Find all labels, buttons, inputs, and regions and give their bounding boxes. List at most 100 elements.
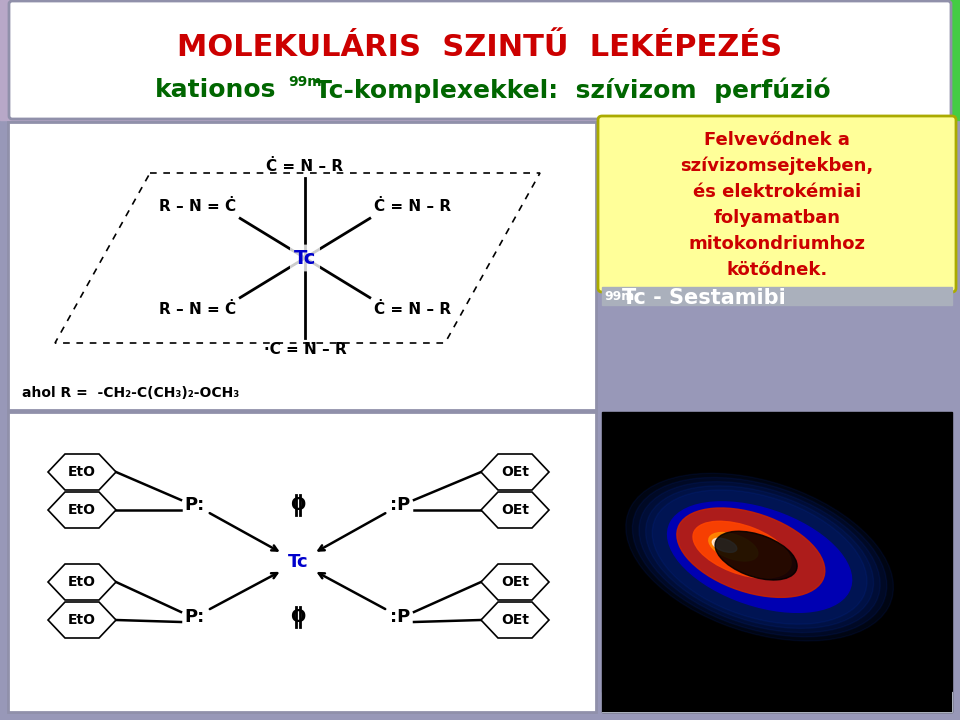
- Text: EtO: EtO: [68, 613, 96, 627]
- Ellipse shape: [698, 520, 822, 595]
- Ellipse shape: [684, 511, 835, 603]
- Ellipse shape: [748, 550, 771, 564]
- Ellipse shape: [713, 529, 805, 585]
- Bar: [602, 412, 952, 712]
- Ellipse shape: [672, 505, 847, 610]
- Ellipse shape: [739, 544, 780, 570]
- Text: R – Ṅ = Ċ: R – Ṅ = Ċ: [159, 302, 236, 317]
- Ellipse shape: [755, 554, 764, 560]
- Ellipse shape: [682, 510, 838, 604]
- Text: 99m: 99m: [604, 290, 635, 304]
- Ellipse shape: [753, 553, 766, 562]
- Ellipse shape: [646, 486, 874, 629]
- Bar: [660, 0, 960, 120]
- Ellipse shape: [751, 552, 769, 562]
- Ellipse shape: [716, 531, 804, 583]
- Ellipse shape: [734, 542, 785, 572]
- Text: OEt: OEt: [501, 503, 529, 517]
- Ellipse shape: [677, 508, 825, 598]
- Bar: [8, 122, 596, 410]
- FancyBboxPatch shape: [598, 116, 956, 292]
- FancyBboxPatch shape: [9, 1, 951, 119]
- Text: 99m: 99m: [604, 696, 635, 709]
- Text: :P: :P: [390, 496, 410, 514]
- Text: kötődnek.: kötődnek.: [727, 261, 828, 279]
- Ellipse shape: [707, 526, 812, 589]
- Ellipse shape: [715, 531, 797, 580]
- Ellipse shape: [721, 534, 799, 580]
- Text: EtO: EtO: [68, 575, 96, 589]
- Ellipse shape: [757, 556, 762, 559]
- Text: P:: P:: [185, 608, 205, 626]
- Polygon shape: [481, 564, 549, 600]
- Ellipse shape: [718, 532, 801, 582]
- Ellipse shape: [746, 549, 774, 565]
- Ellipse shape: [639, 482, 880, 633]
- Text: OEt: OEt: [501, 613, 529, 627]
- Text: :P: :P: [390, 608, 410, 626]
- Ellipse shape: [723, 535, 797, 579]
- Ellipse shape: [679, 509, 840, 606]
- Text: Tc - Tetrofosmin: Tc - Tetrofosmin: [622, 694, 809, 714]
- Text: OEt: OEt: [501, 465, 529, 479]
- Ellipse shape: [677, 508, 843, 607]
- Ellipse shape: [732, 541, 787, 574]
- Text: EtO: EtO: [68, 465, 96, 479]
- Text: folyamatban: folyamatban: [713, 209, 841, 227]
- Text: ahol R =  -CH₂-C(CH₃)₂-OCH₃: ahol R = -CH₂-C(CH₃)₂-OCH₃: [22, 386, 239, 400]
- Bar: [602, 692, 952, 712]
- Polygon shape: [481, 602, 549, 638]
- Text: ·C = Ṅ – R: ·C = Ṅ – R: [264, 342, 347, 357]
- Text: Tc - Sestamibi: Tc - Sestamibi: [622, 288, 785, 308]
- Ellipse shape: [741, 546, 778, 568]
- Text: O: O: [290, 496, 305, 514]
- Text: Felvevődnek a: Felvevődnek a: [704, 131, 850, 149]
- Ellipse shape: [712, 538, 737, 552]
- Text: P:: P:: [185, 496, 205, 514]
- Ellipse shape: [705, 524, 815, 590]
- Polygon shape: [48, 564, 116, 600]
- Ellipse shape: [688, 514, 831, 600]
- Ellipse shape: [693, 521, 791, 578]
- Polygon shape: [48, 454, 116, 490]
- Ellipse shape: [693, 517, 827, 597]
- Ellipse shape: [652, 490, 867, 624]
- Ellipse shape: [667, 502, 852, 612]
- Text: Ċ = Ṅ – R: Ċ = Ṅ – R: [373, 199, 451, 215]
- Text: Tc: Tc: [294, 248, 316, 268]
- Text: O: O: [290, 608, 305, 626]
- Bar: [8, 412, 596, 712]
- Bar: [602, 287, 952, 305]
- Ellipse shape: [730, 539, 789, 575]
- Ellipse shape: [626, 473, 894, 641]
- Ellipse shape: [702, 523, 817, 592]
- Ellipse shape: [711, 528, 808, 586]
- Ellipse shape: [633, 477, 887, 636]
- Ellipse shape: [709, 527, 810, 588]
- Text: EtO: EtO: [68, 503, 96, 517]
- Text: és elektrokémiai: és elektrokémiai: [693, 183, 861, 201]
- Text: OEt: OEt: [501, 575, 529, 589]
- Polygon shape: [48, 492, 116, 528]
- Polygon shape: [481, 492, 549, 528]
- Text: R – Ṅ = Ċ: R – Ṅ = Ċ: [159, 199, 236, 215]
- Ellipse shape: [690, 516, 828, 598]
- Ellipse shape: [700, 521, 820, 593]
- Ellipse shape: [725, 536, 794, 578]
- Polygon shape: [48, 602, 116, 638]
- Ellipse shape: [670, 503, 850, 611]
- Text: 99m: 99m: [288, 75, 322, 89]
- Ellipse shape: [743, 547, 776, 567]
- Text: Tc: Tc: [288, 553, 308, 571]
- Text: mitokondriumhoz: mitokondriumhoz: [688, 235, 866, 253]
- Text: Ċ = Ṅ – R: Ċ = Ṅ – R: [267, 159, 344, 174]
- Ellipse shape: [708, 533, 757, 561]
- Bar: [0, 0, 960, 120]
- Text: MOLEKULÁRIS  SZINTŰ  LEKÉPEZÉS: MOLEKULÁRIS SZINTŰ LEKÉPEZÉS: [178, 34, 782, 63]
- Text: szívizomsejtekben,: szívizomsejtekben,: [681, 157, 874, 175]
- Ellipse shape: [686, 513, 833, 601]
- Polygon shape: [481, 454, 549, 490]
- Text: kationos: kationos: [155, 78, 276, 102]
- Ellipse shape: [736, 544, 782, 571]
- Ellipse shape: [728, 538, 792, 577]
